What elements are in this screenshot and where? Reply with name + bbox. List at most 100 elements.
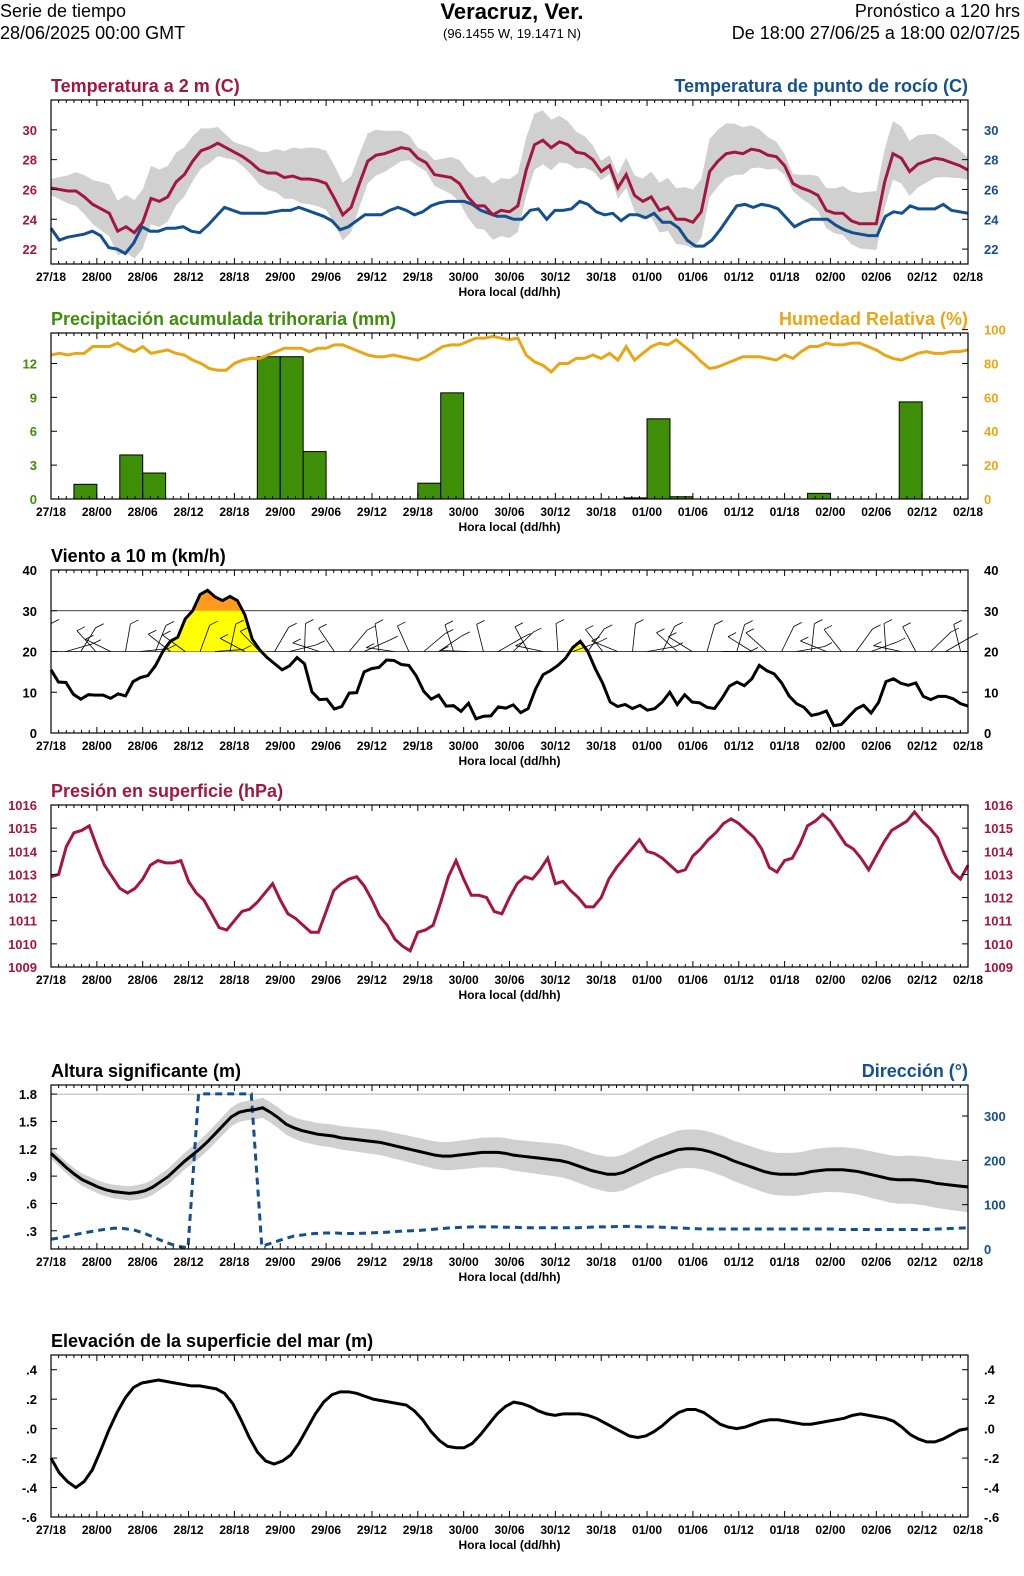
wind-xtick-label: 02/12 <box>907 739 937 753</box>
wind-ytick-right-label: 30 <box>984 604 998 619</box>
wind-barb-flag <box>148 629 157 635</box>
wind-xtick-label: 28/06 <box>128 739 158 753</box>
waves-xtick-label: 01/06 <box>678 1255 708 1269</box>
wind-barb-flag <box>814 619 823 625</box>
wind-barb-flag <box>591 636 600 642</box>
wave-direction-ytick-right-label: 300 <box>984 1109 1006 1124</box>
wind-xtick-label: 29/00 <box>265 739 295 753</box>
wind-barb-flag <box>714 620 723 625</box>
pressure-ytick-right-label: 1009 <box>984 960 1013 975</box>
wind-barb <box>214 649 243 652</box>
pressure-xtick-label: 02/18 <box>953 973 983 987</box>
wind-barb <box>440 650 469 652</box>
precip-panel: 27/18 28/00 28/06 28/12 28/18 29/00 29/06 29/12… <box>23 309 1006 534</box>
wind-xtick-label: 02/00 <box>815 739 845 753</box>
ssh-ytick-right-label: .2 <box>984 1392 995 1407</box>
pressure-xtick-label: 28/00 <box>82 973 112 987</box>
pressure-xtick-label: 30/00 <box>449 973 479 987</box>
wind-ytick-right-label: 40 <box>984 563 998 578</box>
humidity-ytick-right-label: 20 <box>984 458 998 473</box>
ssh-ytick-left-label: .2 <box>26 1392 37 1407</box>
precip-xtick-label: 28/12 <box>174 505 204 519</box>
wind-barb-flag <box>533 627 542 633</box>
precip-xtick-label: 02/00 <box>815 505 845 519</box>
pressure-xtick-label: 01/06 <box>678 973 708 987</box>
wind-xtick-label: 27/18 <box>36 739 66 753</box>
ssh-xtick-label: 27/18 <box>36 1523 66 1537</box>
wind-xtick-label: 01/00 <box>632 739 662 753</box>
waves-xtick-label: 01/12 <box>724 1255 754 1269</box>
waves-xtick-label: 27/18 <box>36 1255 66 1269</box>
temperature-xtick-label: 28/06 <box>128 270 158 284</box>
dewpoint-ytick-right-label: 24 <box>984 212 999 227</box>
humidity-ytick-right-label: 60 <box>984 390 998 405</box>
wind-xtick-label: 02/06 <box>861 739 891 753</box>
wind-xtick-label: 29/18 <box>403 739 433 753</box>
wind-ytick-right-label: 10 <box>984 685 998 700</box>
temperature-xtick-label: 29/12 <box>357 270 387 284</box>
temperature-xtick-label: 29/00 <box>265 270 295 284</box>
pressure-xtick-label: 01/00 <box>632 973 662 987</box>
pressure-xtick-label: 28/12 <box>174 973 204 987</box>
wind-barb-flag <box>219 633 229 639</box>
ssh-ytick-right-label: -.6 <box>984 1510 999 1525</box>
temperature-xtick-label: 01/00 <box>632 270 662 284</box>
header-center: Veracruz, Ver. (96.1455 W, 19.1471 N) <box>0 0 1024 44</box>
waves-xtick-label: 29/18 <box>403 1255 433 1269</box>
wind-barb-flag <box>476 619 485 625</box>
forecast-period-label: De 18:00 27/06/25 a 18:00 02/07/25 <box>731 23 1020 43</box>
wave-height-ytick-left-label: .3 <box>26 1224 37 1239</box>
wind-barb-flag <box>800 636 809 642</box>
wind-barb <box>155 625 167 652</box>
pressure-xtick-label: 27/18 <box>36 973 66 987</box>
temperature-ytick-left-label: 26 <box>23 182 37 197</box>
humidity-ytick-right-label: 100 <box>984 323 1006 338</box>
precip-bar <box>440 392 465 500</box>
temperature-xtick-label: 29/18 <box>403 270 433 284</box>
wind-barb-flag <box>674 621 683 627</box>
pressure-xtick-label: 01/12 <box>724 973 754 987</box>
wind-barb <box>274 627 290 652</box>
wind-xtick-label: 30/12 <box>540 739 570 753</box>
temperature-xtick-label: 29/06 <box>311 270 341 284</box>
wind-xtick-label: 01/06 <box>678 739 708 753</box>
ssh-ytick-left-label: -.2 <box>22 1451 37 1466</box>
wind-barb <box>318 628 335 652</box>
wind-barb <box>661 626 675 652</box>
wind-ytick-left-label: 10 <box>23 685 37 700</box>
waves-xtick-label: 29/12 <box>357 1255 387 1269</box>
temperature-xtick-label: 30/12 <box>540 270 570 284</box>
precip-xtick-label: 30/18 <box>586 505 616 519</box>
temperature-xtick-label: 30/00 <box>449 270 479 284</box>
wind-barb-flag <box>288 622 297 628</box>
pressure-ytick-right-label: 1013 <box>984 867 1013 882</box>
temperature-spread-band <box>51 110 968 259</box>
waves-xtick-label: 28/12 <box>174 1255 204 1269</box>
temperature-ytick-left-label: 28 <box>23 153 37 168</box>
ssh-ytick-right-label: .4 <box>984 1363 996 1378</box>
wind-barb-flag <box>50 619 60 624</box>
sea-level-line <box>49 1378 969 1490</box>
wind-barb-flag <box>515 641 524 647</box>
ssh-frame <box>50 1354 969 1518</box>
wind-barb-flag <box>95 623 104 629</box>
wind-ytick-right-label: 20 <box>984 645 998 660</box>
pressure-ytick-left-label: 1014 <box>8 844 38 859</box>
precip-xtick-label: 01/18 <box>770 505 800 519</box>
pressure-xtick-label: 30/12 <box>540 973 570 987</box>
wave-height-ytick-left-label: 1.5 <box>19 1114 37 1129</box>
waves-xaxis-label: Hora local (dd/hh) <box>459 1270 561 1284</box>
wind-barb-flag <box>162 630 171 636</box>
ssh-xtick-label: 01/12 <box>724 1523 754 1537</box>
ssh-ytick-left-label: .0 <box>26 1422 37 1437</box>
precip-xtick-label: 29/12 <box>357 505 387 519</box>
wind-barb-flag <box>969 633 979 638</box>
wind-barb-flag <box>461 631 471 637</box>
wind-ytick-left-label: 20 <box>23 645 37 660</box>
wave-direction-title: Dirección (°) <box>862 1061 968 1081</box>
wind-barb <box>348 629 368 652</box>
ssh-xaxis-label: Hora local (dd/hh) <box>459 1538 561 1552</box>
wave-height-ytick-left-label: .6 <box>26 1196 37 1211</box>
wind-barb <box>199 625 211 652</box>
wind-barb <box>855 628 873 652</box>
